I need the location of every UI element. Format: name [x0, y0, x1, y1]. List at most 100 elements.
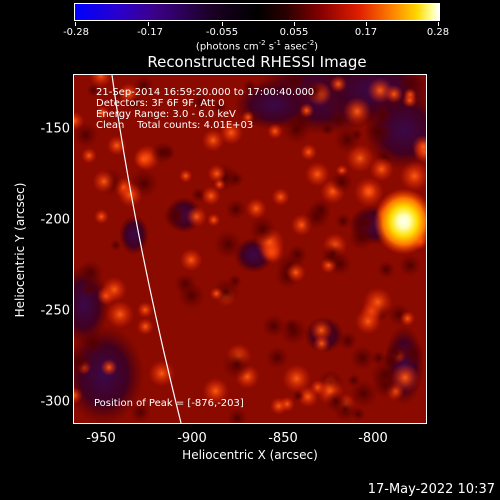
- heatmap-warm-speckle: [399, 310, 416, 327]
- peak-position-label: Position of Peak = [-876,-203]: [94, 398, 244, 409]
- colorbar-tick: [294, 22, 295, 26]
- heatmap-dark-speckle: [309, 198, 332, 222]
- x-tick-label: -950: [86, 431, 116, 446]
- colorbar: [74, 3, 440, 26]
- info-detectors: Detectors: 3F 6F 9F, Att 0: [96, 98, 225, 109]
- y-tick-label: -250: [40, 303, 70, 319]
- heatmap-warm-speckle: [201, 129, 225, 152]
- plot-area: 21-Sep-2014 16:59:20.000 to 17:00:40.000…: [73, 74, 427, 424]
- heatmap-dark-speckle: [74, 122, 99, 148]
- colorbar-tick-label: -0.28: [63, 27, 89, 38]
- heatmap-warm-speckle: [300, 143, 317, 161]
- heatmap-warm-speckle: [186, 206, 207, 228]
- heatmap-cool-region: [119, 215, 149, 255]
- heatmap-dark-speckle: [324, 390, 348, 413]
- heatmap-dark-speckle: [227, 170, 244, 188]
- heatmap-warm-speckle: [136, 318, 154, 336]
- heatmap-warm-speckle: [342, 97, 372, 126]
- heatmap-dark-speckle: [213, 229, 243, 260]
- heatmap-warm-speckle: [245, 198, 267, 220]
- x-tick-label: -800: [358, 431, 388, 446]
- colorbar-tick-label: 0.28: [426, 27, 450, 38]
- heatmap-warm-speckle: [411, 134, 426, 159]
- heatmap-warm-speckle: [402, 92, 418, 108]
- heatmap-warm-speckle: [179, 169, 193, 183]
- heatmap-warm-speckle: [92, 170, 116, 193]
- y-tick-label: -200: [40, 212, 70, 228]
- heatmap-warm-speckle: [213, 178, 226, 191]
- info-time-range: 21-Sep-2014 16:59:20.000 to 17:00:40.000: [96, 87, 315, 98]
- heatmap-warm-speckle: [390, 363, 420, 393]
- heatmap-dark-speckle: [364, 118, 392, 146]
- heatmap-dark-speckle: [281, 115, 311, 144]
- heatmap-warm-speckle: [118, 83, 139, 104]
- heatmap-warm-speckle: [271, 188, 290, 206]
- heatmap-dark-speckle: [301, 78, 327, 104]
- heatmap-warm-speckle: [137, 301, 154, 319]
- heatmap-warm-speckle: [100, 358, 118, 376]
- heatmap-warm-speckle: [117, 182, 143, 207]
- heatmap-dark-speckle: [265, 345, 289, 370]
- heatmap-warm-speckle: [179, 248, 203, 272]
- heatmap-warm-speckle: [207, 213, 221, 227]
- heatmap-dark-speckle: [349, 379, 378, 408]
- heatmap-warm-speckle: [106, 300, 134, 329]
- colorbar-tick: [366, 22, 367, 26]
- heatmap-dark-speckle: [129, 401, 152, 423]
- heatmap-warm-speckle: [355, 308, 382, 335]
- heatmap-dark-speckle: [349, 345, 376, 371]
- chart-title: Reconstructed RHESSI Image: [147, 53, 367, 71]
- heatmap-warm-speckle: [133, 149, 154, 170]
- heatmap-dark-speckle: [77, 259, 104, 286]
- heatmap-dark-speckle: [211, 98, 228, 115]
- heatmap-dark-speckle: [242, 79, 257, 94]
- peak-source: [373, 188, 426, 255]
- heatmap-warm-speckle: [94, 209, 109, 225]
- heatmap-warm-speckle: [309, 318, 333, 342]
- timestamp: 17-May-2022 10:37: [367, 482, 495, 497]
- heatmap-dark-speckle: [227, 407, 248, 423]
- heatmap-warm-speckle: [148, 360, 175, 387]
- heatmap-dark-speckle: [321, 242, 345, 266]
- heatmap-warm-speckle: [312, 334, 331, 353]
- colorbar-tick: [148, 22, 149, 26]
- heatmap-warm-speckle: [202, 377, 229, 405]
- heatmap-cool-region: [74, 265, 109, 345]
- heatmap-dark-speckle: [150, 141, 174, 165]
- heatmap-dark-speckle: [320, 121, 335, 136]
- heatmap-dark-speckle: [133, 75, 154, 96]
- heatmap-dark-speckle: [281, 75, 308, 94]
- heatmap-dark-speckle: [248, 215, 277, 243]
- heatmap-dark-speckle: [225, 198, 247, 221]
- heatmap-warm-speckle: [369, 157, 394, 182]
- heatmap-warm-speckle: [367, 77, 393, 104]
- heatmap-dark-speckle: [400, 341, 425, 366]
- heatmap-warm-speckle: [305, 161, 330, 187]
- heatmap-dark-speckle: [329, 110, 348, 129]
- colorbar-units: (photons cm-2 s-1 asec-2): [195, 39, 319, 53]
- y-axis-label: Heliocentric Y (arcsec): [13, 182, 27, 318]
- heatmap-dark-speckle: [80, 330, 105, 356]
- heatmap-dark-speckle: [222, 349, 252, 380]
- heatmap-warm-speckle: [81, 147, 97, 164]
- info-total-counts: Clean Total counts: 4.01E+03: [96, 120, 254, 131]
- heatmap-warm-speckle: [201, 186, 221, 206]
- heatmap-warm-speckle: [101, 276, 127, 303]
- x-tick-label: -900: [177, 431, 207, 446]
- heatmap-warm-speckle: [329, 75, 347, 93]
- y-tick-label: -150: [40, 121, 70, 137]
- heatmap-warm-speckle: [282, 364, 311, 393]
- heatmap-warm-speckle: [209, 287, 223, 301]
- colorbar-tick-label: 0.17: [354, 27, 378, 38]
- heatmap-warm-speckle: [267, 123, 283, 140]
- info-energy-range: Energy Range: 3.0 - 6.0 keV: [96, 109, 236, 120]
- heatmap-warm-speckle: [299, 103, 315, 118]
- heatmap-warm-speckle: [290, 214, 313, 236]
- heatmap-warm-speckle: [241, 110, 255, 124]
- heatmap-warm-speckle: [95, 105, 110, 120]
- heatmap-texture: [74, 75, 426, 423]
- solar-limb-line: [111, 75, 182, 423]
- heatmap-warm-speckle: [219, 120, 244, 145]
- heatmap-dark-speckle: [177, 281, 206, 310]
- colorbar-tick: [438, 22, 439, 26]
